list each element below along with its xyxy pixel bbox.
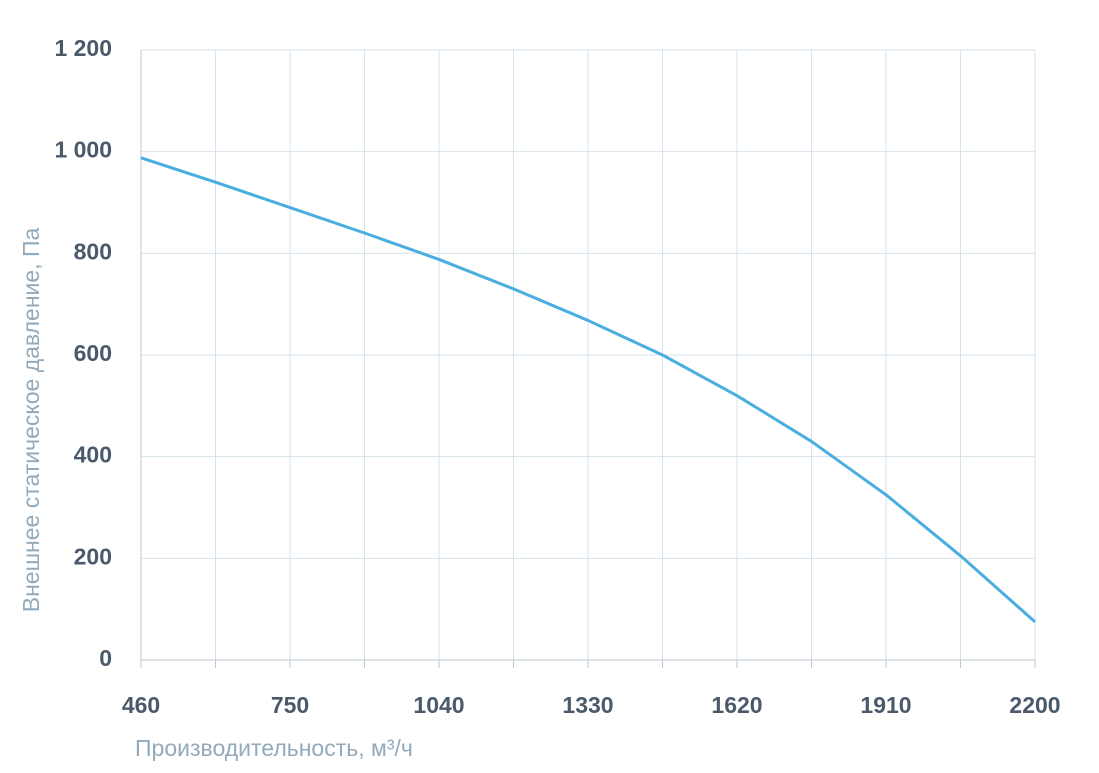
x-tick-label: 1040 bbox=[413, 692, 464, 718]
x-tick-label: 1910 bbox=[860, 692, 911, 718]
x-axis-title: Производительность, м³/ч bbox=[135, 735, 413, 761]
y-tick-label: 1 000 bbox=[54, 137, 112, 163]
x-tick-label: 460 bbox=[122, 692, 160, 718]
y-tick-label: 400 bbox=[74, 442, 112, 468]
x-tick-label: 750 bbox=[271, 692, 309, 718]
x-tick-label: 2200 bbox=[1009, 692, 1060, 718]
y-axis-title: Внешнее статическое давление, Па bbox=[18, 228, 44, 613]
x-tick-label: 1620 bbox=[711, 692, 762, 718]
x-tick-label: 1330 bbox=[562, 692, 613, 718]
y-tick-label: 0 bbox=[99, 645, 112, 671]
y-tick-label: 1 200 bbox=[54, 35, 112, 61]
data-line bbox=[140, 156, 1036, 623]
y-tick-label: 200 bbox=[74, 543, 112, 569]
y-tick-label: 600 bbox=[74, 340, 112, 366]
y-tick-label: 800 bbox=[74, 238, 112, 264]
